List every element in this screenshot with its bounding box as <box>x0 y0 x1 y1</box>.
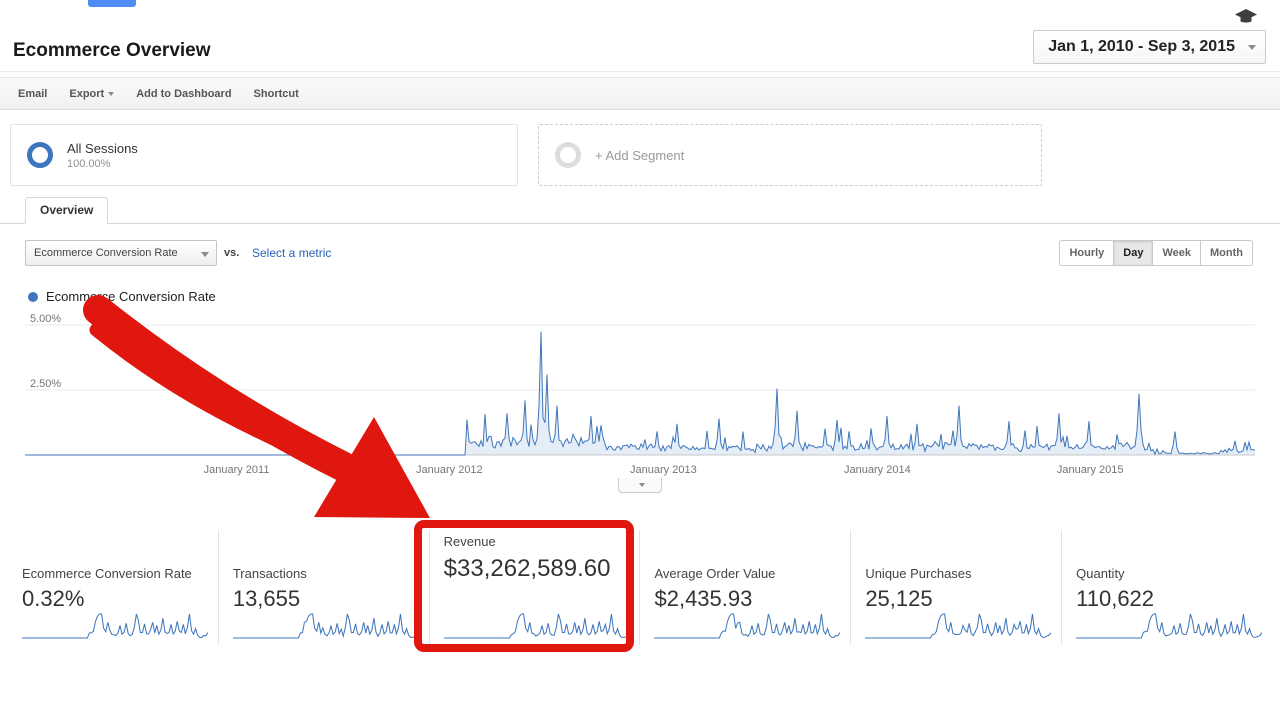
metric-selector-dropdown[interactable]: Ecommerce Conversion Rate <box>25 240 217 266</box>
timeseries-chart <box>25 324 1255 456</box>
metric-selector-value: Ecommerce Conversion Rate <box>34 247 178 259</box>
metric-value: 110,622 <box>1076 586 1155 611</box>
add-segment-button[interactable]: + Add Segment <box>538 124 1042 186</box>
metric-label: Transactions <box>232 566 307 581</box>
metric-label: Unique Purchases <box>865 566 972 581</box>
granularity-button-group: Hourly Day Week Month <box>1059 240 1253 266</box>
metric-card-transactions: Transactions 13,655 <box>217 530 429 645</box>
segment-name: All Sessions <box>67 140 138 156</box>
vs-label: vs. <box>224 247 240 259</box>
metric-label: Quantity <box>1076 566 1125 581</box>
segment-all-sessions[interactable]: All Sessions 100.00% <box>10 124 518 186</box>
chevron-down-icon <box>108 91 115 96</box>
export-label: Export <box>69 87 105 100</box>
metric-value: $33,262,589.60 <box>443 555 611 582</box>
granularity-month-button[interactable]: Month <box>1201 240 1253 266</box>
legend-dot-icon <box>28 291 38 302</box>
metric-label: Revenue <box>443 534 496 549</box>
header-divider <box>0 71 1280 72</box>
add-to-dashboard-button[interactable]: Add to Dashboard <box>136 87 232 100</box>
chevron-down-icon <box>639 483 645 487</box>
metric-summary-row: Ecommerce Conversion Rate 0.32% Transact… <box>8 530 1272 645</box>
metric-sparkline <box>443 613 630 639</box>
metric-card-unique-purchases: Unique Purchases 25,125 <box>850 530 1061 645</box>
chart-legend: Ecommerce Conversion Rate <box>28 289 216 304</box>
metric-value: 0.32% <box>22 586 85 611</box>
date-range-selector[interactable]: Jan 1, 2010 - Sep 3, 2015 <box>1033 30 1266 64</box>
granularity-day-button[interactable]: Day <box>1114 240 1154 266</box>
metric-label: Ecommerce Conversion Rate <box>22 566 192 581</box>
metric-sparkline <box>1076 613 1262 639</box>
select-a-metric-link[interactable]: Select a metric <box>252 246 332 260</box>
export-button[interactable]: Export <box>69 87 115 100</box>
metric-card-quantity: Quantity 110,622 <box>1061 530 1272 645</box>
email-button[interactable]: Email <box>18 87 48 100</box>
tab-overview[interactable]: Overview <box>25 197 109 224</box>
shortcut-button[interactable]: Shortcut <box>253 87 299 100</box>
segment-donut-icon <box>27 142 53 168</box>
chart-collapse-handle[interactable] <box>618 478 662 493</box>
report-tab-bar: Overview <box>0 197 1280 224</box>
x-axis-tick: January 2013 <box>630 464 697 476</box>
x-axis-tick: January 2014 <box>844 464 911 476</box>
segment-percent: 100.00% <box>67 157 111 170</box>
metric-card-revenue: Revenue $33,262,589.60 <box>428 530 640 645</box>
date-range-label: Jan 1, 2010 - Sep 3, 2015 <box>1048 38 1235 55</box>
action-toolbar: Email Export Add to Dashboard Shortcut <box>0 77 1280 110</box>
browser-tab-fragment <box>88 0 136 7</box>
page-title: Ecommerce Overview <box>13 40 211 61</box>
metric-sparkline <box>654 613 841 639</box>
metric-value: 25,125 <box>865 586 933 611</box>
metric-card-conversion-rate: Ecommerce Conversion Rate 0.32% <box>8 530 218 645</box>
metric-value: $2,435.93 <box>654 586 753 611</box>
metric-sparkline <box>232 613 419 639</box>
legend-label: Ecommerce Conversion Rate <box>46 289 216 304</box>
add-segment-ring-icon <box>555 142 581 168</box>
y-axis-tick: 5.00% <box>30 313 62 325</box>
granularity-week-button[interactable]: Week <box>1153 240 1202 266</box>
chevron-down-icon <box>201 252 209 257</box>
metric-label: Average Order Value <box>654 566 776 581</box>
y-axis-tick: 2.50% <box>30 378 62 390</box>
x-axis-tick: January 2012 <box>416 464 483 476</box>
metric-value: 13,655 <box>232 586 301 611</box>
chevron-down-icon <box>1248 45 1256 50</box>
x-axis-tick: January 2011 <box>203 464 270 476</box>
metric-sparkline <box>22 613 208 639</box>
metric-sparkline <box>865 613 1052 639</box>
add-segment-label: + Add Segment <box>595 147 685 163</box>
graduation-cap-icon[interactable] <box>1234 8 1258 25</box>
x-axis-tick: January 2015 <box>1056 464 1124 476</box>
metric-card-average-order-value: Average Order Value $2,435.93 <box>639 530 850 645</box>
granularity-hourly-button[interactable]: Hourly <box>1059 240 1115 266</box>
